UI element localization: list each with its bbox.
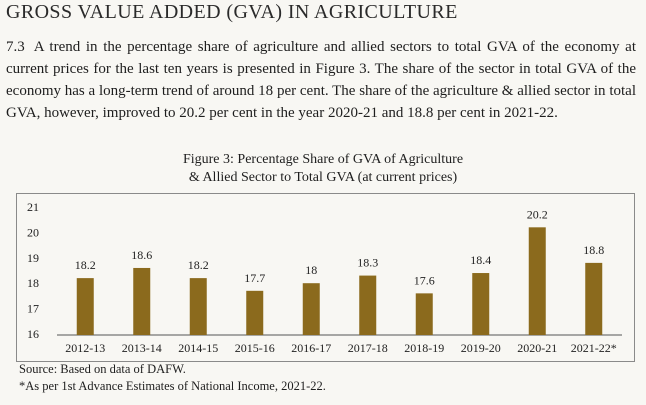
x-tick-label: 2014-15 <box>178 341 218 355</box>
bar-2015-16 <box>246 290 264 335</box>
bar-2012-13 <box>76 278 94 335</box>
value-label: 18.6 <box>131 248 152 262</box>
x-tick-label: 2012-13 <box>65 341 105 355</box>
figure-title-line-1: Figure 3: Percentage Share of GVA of Agr… <box>182 152 464 167</box>
chart-canvas: 16 17 18 19 20 21 18.2 2012-13 18.6 2013-14 18.2 20… <box>27 200 622 355</box>
value-label: 18.8 <box>583 243 604 257</box>
bar-2020-21 <box>528 227 546 335</box>
figure-title-line-2: & Allied Sector to Total GVA (at current… <box>188 170 458 185</box>
figure-title: Figure 3: Percentage Share of GVA of Agr… <box>0 151 646 187</box>
value-label: 18.3 <box>357 256 378 270</box>
value-label: 18.4 <box>470 253 491 267</box>
section-heading: GROSS VALUE ADDED (GVA) IN AGRICULTURE <box>6 1 458 23</box>
paragraph-number: 7.3 <box>6 39 25 55</box>
value-label: 17.7 <box>244 271 265 285</box>
x-tick-label: 2019-20 <box>461 341 501 355</box>
y-tick-label: 18 <box>27 276 39 290</box>
x-tick-label: 2015-16 <box>235 341 275 355</box>
x-tick-label: 2013-14 <box>122 341 162 355</box>
x-tick-label: 2018-19 <box>404 341 444 355</box>
y-tick-label: 20 <box>27 225 39 239</box>
estimate-note: *As per 1st Advance Estimates of Nationa… <box>19 379 326 393</box>
value-label: 18.2 <box>75 258 96 272</box>
paragraph-7-3: 7.3 A trend in the percentage share of ag… <box>6 36 636 124</box>
bar-2018-19 <box>415 293 433 335</box>
y-tick-label: 16 <box>27 327 39 341</box>
value-label: 18.2 <box>188 258 209 272</box>
source-note: Source: Based on data of DAFW. <box>19 362 186 376</box>
value-label: 18 <box>305 263 317 277</box>
y-tick-label: 21 <box>27 200 39 214</box>
bar-2013-14 <box>133 267 151 335</box>
x-tick-label: 2020-21 <box>517 341 557 355</box>
bar-2021-22* <box>585 262 603 335</box>
bar-2019-20 <box>472 273 490 335</box>
bar-2016-17 <box>302 283 320 335</box>
y-tick-label: 17 <box>27 302 39 316</box>
x-tick-label: 2016-17 <box>291 341 331 355</box>
bar-2014-15 <box>189 278 207 335</box>
value-label: 17.6 <box>414 273 435 287</box>
bar-2017-18 <box>359 275 377 335</box>
y-tick-label: 19 <box>27 251 39 265</box>
value-label: 20.2 <box>527 207 548 221</box>
paragraph-text: A trend in the percentage share of agric… <box>6 39 636 121</box>
x-tick-label: 2021-22* <box>571 341 617 355</box>
x-tick-label: 2017-18 <box>348 341 388 355</box>
gva-bar-chart: 16 17 18 19 20 21 18.2 2012-13 18.6 2013-14 18.2 20… <box>16 193 635 362</box>
